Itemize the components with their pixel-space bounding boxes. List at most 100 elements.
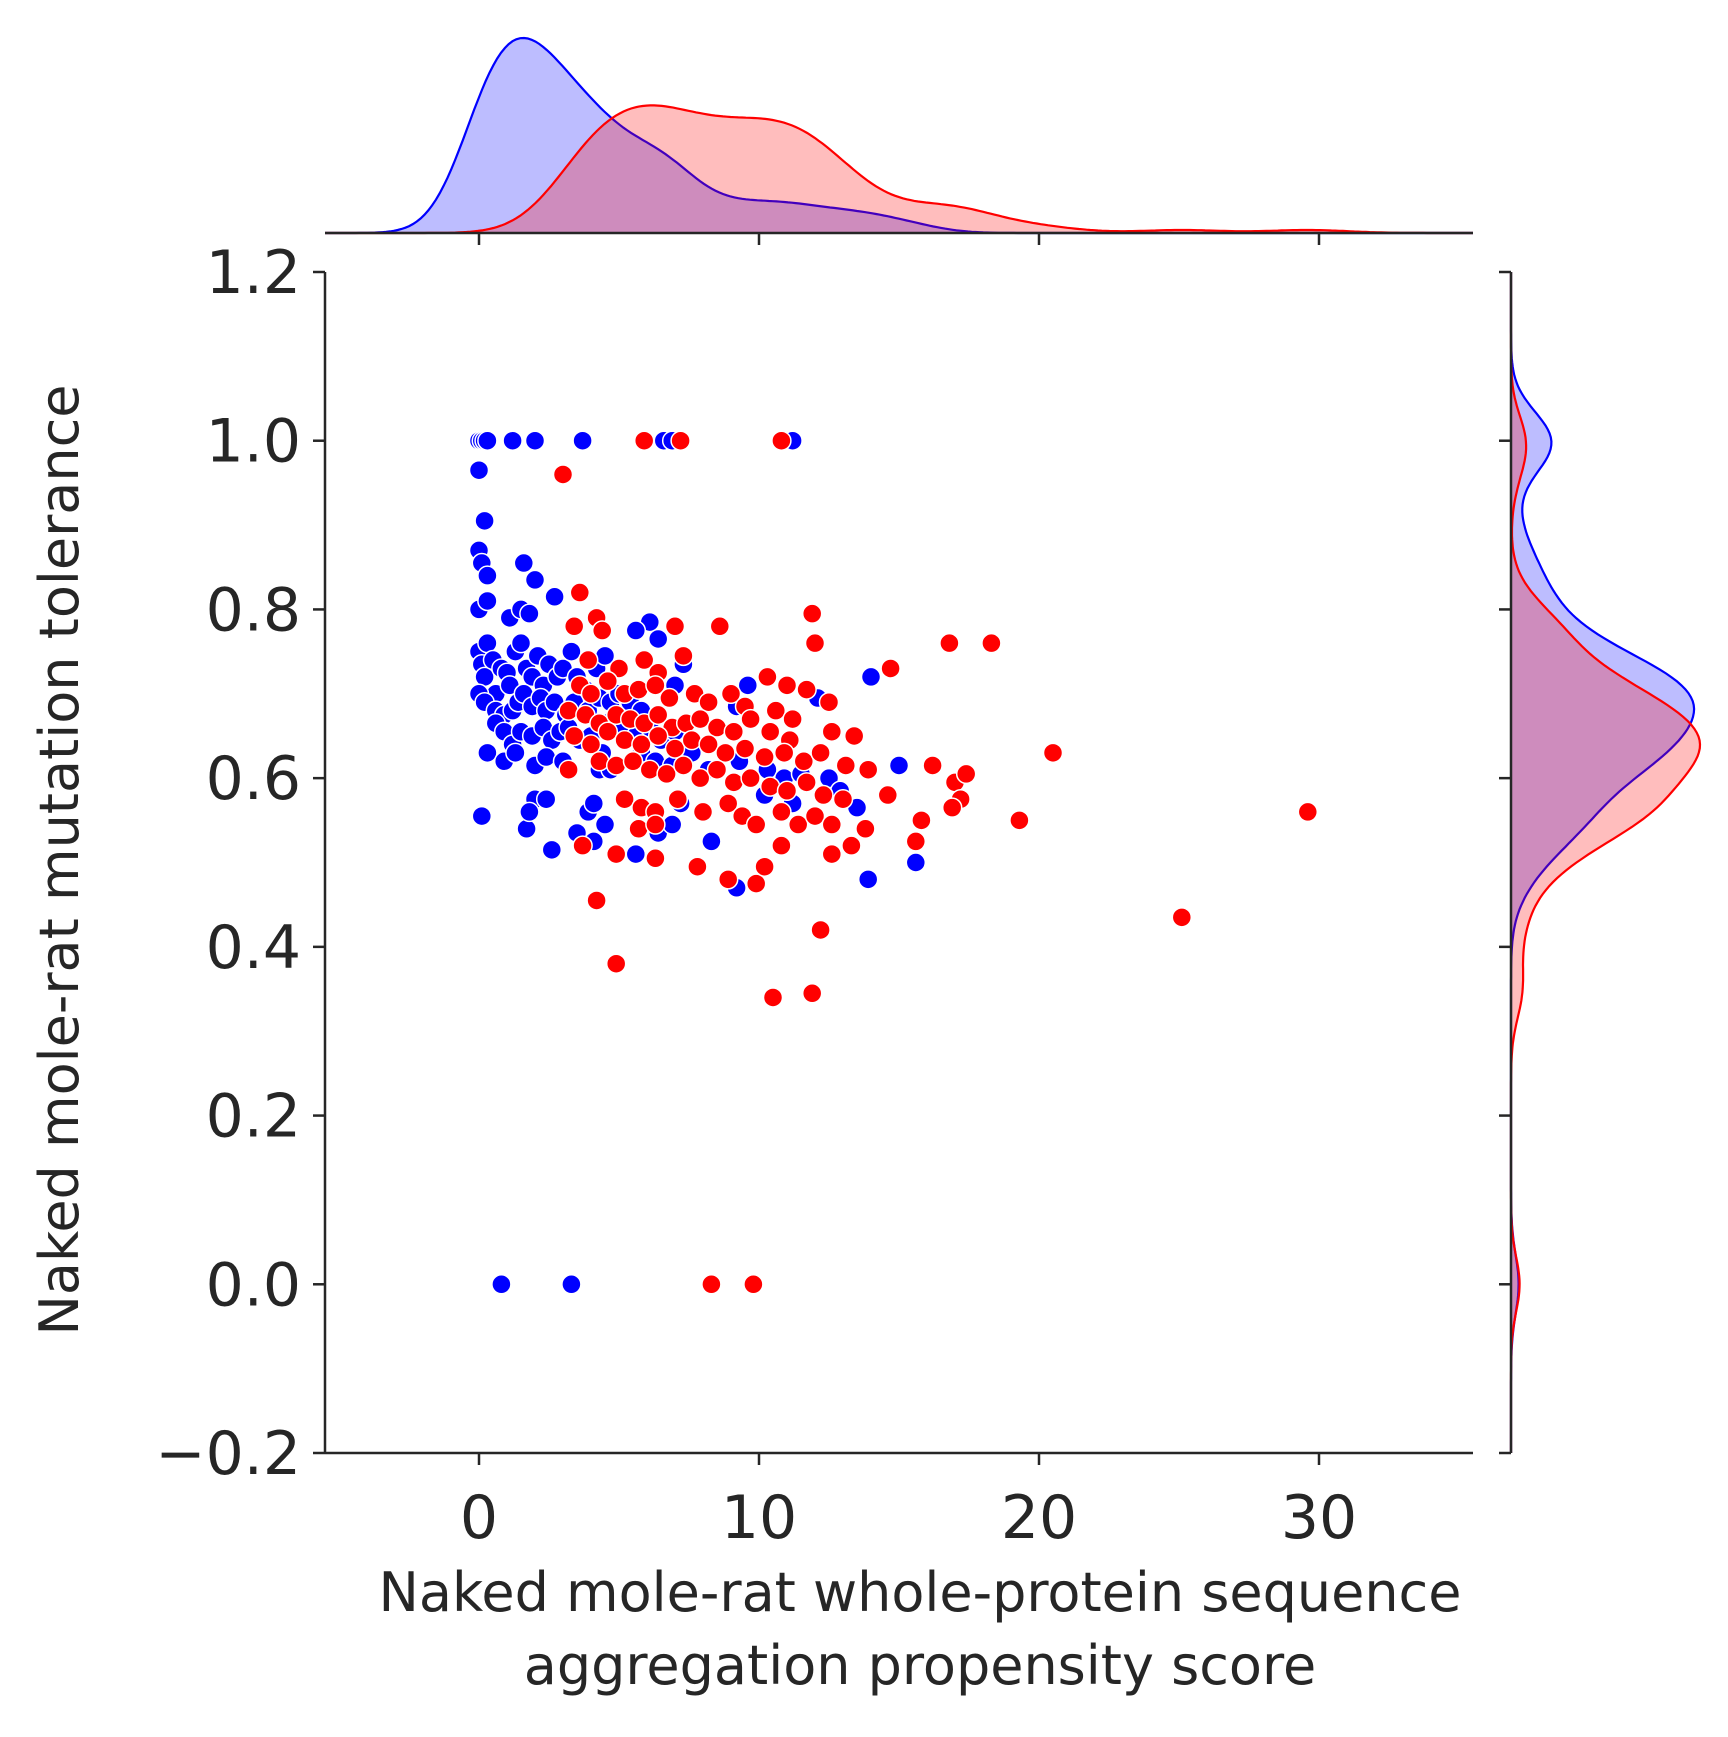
y-tick-label: 0.6: [206, 744, 301, 814]
scatter-point-red: [597, 670, 619, 692]
scatter-point-blue: [594, 814, 616, 835]
scatter-point-red: [941, 797, 963, 818]
scatter-point-red: [821, 814, 843, 835]
scatter-point-red: [835, 755, 857, 776]
scatter-point-red: [577, 649, 599, 671]
scatter-point-red: [572, 835, 593, 856]
scatter-point-red: [740, 708, 761, 730]
scatter-point-blue: [471, 805, 493, 827]
scatter-point-red: [905, 831, 927, 852]
scatter-point-blue: [625, 843, 647, 865]
y-tick-labels: −0.2 0.0 0.2 0.4 0.6 0.8 1.0 1.2: [155, 238, 301, 1489]
scatter-point-red: [687, 856, 708, 877]
scatter-point-blue: [544, 586, 565, 608]
scatter-point-red: [723, 772, 745, 793]
x-tick-labels: 0 10 20 30: [460, 1483, 1357, 1553]
scatter-point-red: [877, 784, 899, 806]
scatter-point-red: [771, 835, 792, 856]
scatter-point-blue: [541, 839, 563, 861]
scatter-point-red: [633, 430, 655, 451]
scatter-point-red: [857, 759, 879, 780]
top-kde-fill: [325, 38, 1473, 233]
scatter-point-red: [745, 814, 767, 835]
scatter-point-blue: [647, 628, 669, 650]
scatter-point-blue: [857, 869, 879, 890]
scatter-point-red: [911, 810, 932, 831]
top-kde-fill: [325, 105, 1473, 233]
scatter-point-red: [698, 691, 719, 713]
right-kde-fill: [1511, 272, 1695, 1453]
scatter-point-red: [614, 729, 635, 751]
scatter-point-blue: [477, 632, 498, 654]
scatter-point-red: [569, 582, 591, 603]
scatter-point-blue: [519, 603, 540, 624]
scatter-point-red: [715, 742, 736, 764]
scatter-point-blue: [701, 831, 722, 852]
scatter-point-blue: [468, 459, 490, 481]
scatter-point-blue: [474, 666, 495, 688]
y-tick-label: 0.0: [206, 1250, 301, 1320]
scatter-point-blue: [474, 510, 495, 532]
scatter-point-red: [801, 983, 823, 1004]
x-tick-label: 20: [1001, 1483, 1077, 1553]
scatter-point-red: [754, 746, 775, 768]
scatter-point-blue: [524, 569, 546, 591]
scatter-point-red: [647, 704, 669, 726]
y-axis-label: Naked mole-rat mutation tolerance: [28, 384, 91, 1335]
scatter-point-red: [841, 835, 862, 856]
right-marginal-kde: [1509, 272, 1702, 1453]
scatter-point-red: [645, 675, 666, 696]
scatter-point-red: [939, 632, 960, 654]
y-tick-label: 0.2: [206, 1082, 301, 1152]
scatter-point-red: [692, 801, 714, 823]
scatter-point-red: [855, 818, 876, 840]
y-tick-label: 1.2: [206, 238, 301, 308]
scatter-point-blue: [888, 755, 910, 776]
scatter-point-red: [670, 430, 691, 451]
scatter-point-red: [743, 1274, 764, 1295]
scatter-point-blue: [524, 430, 546, 451]
scatter-point-red: [689, 708, 711, 730]
scatter-point-blue: [491, 1274, 512, 1295]
scatter-point-red: [821, 843, 843, 865]
scatter-point-blue: [535, 746, 557, 768]
scatter-point-red: [720, 683, 742, 705]
scatter-point-red: [765, 700, 787, 721]
scatter-point-red: [818, 691, 840, 713]
scatter-point-red: [782, 708, 803, 730]
scatter-point-blue: [583, 793, 605, 814]
scatter-point-red: [804, 805, 826, 827]
scatter-point-red: [558, 759, 579, 780]
scatter-point-red: [591, 620, 613, 641]
scatter-point-blue: [905, 852, 927, 873]
scatter-point-red: [796, 679, 817, 700]
scatter-point-red: [922, 755, 943, 776]
scatter-point-red: [813, 784, 834, 806]
scatter-point-blue: [477, 742, 498, 764]
scatter-point-red: [706, 717, 728, 738]
scatter-point-red: [771, 430, 792, 451]
scatter-point-red: [689, 767, 711, 789]
scatter-point-red: [645, 814, 666, 835]
scatter-point-red: [647, 725, 669, 747]
scatter-point-red: [1297, 801, 1319, 823]
scatter-point-blue: [477, 565, 498, 586]
scatter-point-red: [673, 755, 694, 776]
x-axis-label-line-2: aggregation propensity score: [524, 1634, 1316, 1697]
scatter-point-red: [681, 729, 703, 751]
right-kde-line: [1509, 272, 1702, 1453]
y-tick-label: 1.0: [206, 407, 301, 477]
scatter-point-red: [628, 818, 649, 840]
scatter-point-red: [771, 801, 792, 823]
scatter-point-red: [673, 645, 694, 667]
scatter-point-blue: [477, 430, 498, 451]
y-tick-label: 0.4: [206, 913, 301, 983]
scatter-point-blue: [561, 641, 582, 662]
scatter-point-red: [605, 953, 627, 974]
scatter-point-red: [639, 759, 661, 780]
scatter-point-red: [631, 734, 652, 755]
scatter-point-red: [580, 734, 602, 755]
scatter-point-red: [628, 679, 649, 700]
scatter-point-red: [563, 725, 585, 747]
scatter-point-red: [762, 987, 784, 1008]
